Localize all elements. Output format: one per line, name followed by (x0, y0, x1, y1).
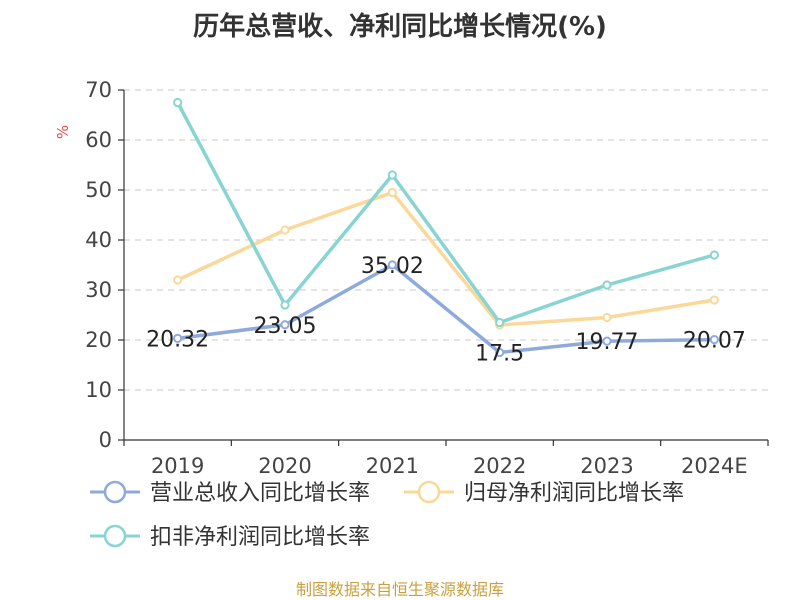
y-axis-label: % (54, 125, 72, 139)
chart-title: 历年总营收、净利同比增长情况(%) (193, 12, 607, 42)
data-labels: 20.32 23.05 35.02 17.5 19.77 20.07 (146, 254, 746, 367)
x-tick-label: 2019 (151, 454, 204, 478)
y-tick-label: 20 (85, 328, 112, 352)
series-line-3 (176, 101, 715, 325)
data-point (387, 260, 397, 270)
y-tick-label: 0 (99, 428, 112, 452)
axes: 0 10 20 30 40 50 60 70% 2019 2020 2021 2022 2023 2024… (54, 78, 769, 478)
legend-label: 营业总收入同比增长率 (150, 481, 370, 506)
y-tick-label: 60 (85, 128, 112, 152)
data-point (173, 333, 183, 343)
x-tick-label: 2024E (681, 454, 748, 478)
legend-marker (417, 480, 441, 504)
y-tick-label: 30 (85, 278, 112, 302)
gridlines (124, 89, 768, 391)
legend-marker (103, 524, 127, 548)
data-label: 23.05 (254, 314, 317, 339)
data-point (280, 320, 290, 330)
data-point (173, 97, 183, 108)
series-line-1 (177, 263, 715, 355)
legend-label: 扣非净利润同比增长率 (150, 525, 370, 550)
data-point (280, 225, 290, 235)
data-point (709, 335, 719, 345)
data-point (709, 295, 719, 305)
data-label: 35.02 (361, 254, 424, 279)
x-tick-label: 2023 (580, 454, 633, 478)
x-tick-label: 2021 (366, 454, 419, 478)
data-label: 17.5 (475, 342, 524, 367)
legend-item-2[interactable]: 归母净利润同比增长率 (404, 480, 684, 506)
data-point (387, 187, 397, 198)
legend-marker (103, 480, 127, 504)
legend-item-3[interactable]: 扣非净利润同比增长率 (90, 524, 370, 550)
data-label: 20.07 (683, 329, 746, 354)
data-point (495, 347, 505, 358)
series-lines (173, 97, 719, 358)
y-tick-label: 40 (85, 228, 112, 252)
data-point (602, 336, 612, 346)
x-tick-label: 2020 (258, 454, 311, 478)
data-point (709, 250, 719, 260)
legend-item-1[interactable]: 营业总收入同比增长率 (90, 480, 370, 506)
y-tick-label: 10 (85, 378, 112, 402)
data-point (602, 280, 612, 290)
data-label: 20.32 (146, 327, 209, 352)
source-note: 制图数据来自恒生聚源数据库 (295, 580, 504, 599)
data-label: 19.77 (576, 330, 639, 355)
data-point (387, 170, 397, 180)
legend-label: 归母净利润同比增长率 (464, 481, 684, 506)
data-point (173, 275, 183, 285)
y-tick-label: 70 (85, 78, 112, 102)
series-line-2 (176, 190, 715, 327)
y-tick-label: 50 (85, 178, 112, 202)
x-tick-label: 2022 (473, 454, 526, 478)
data-point (495, 317, 505, 328)
data-point (602, 312, 612, 323)
data-point (280, 300, 290, 310)
